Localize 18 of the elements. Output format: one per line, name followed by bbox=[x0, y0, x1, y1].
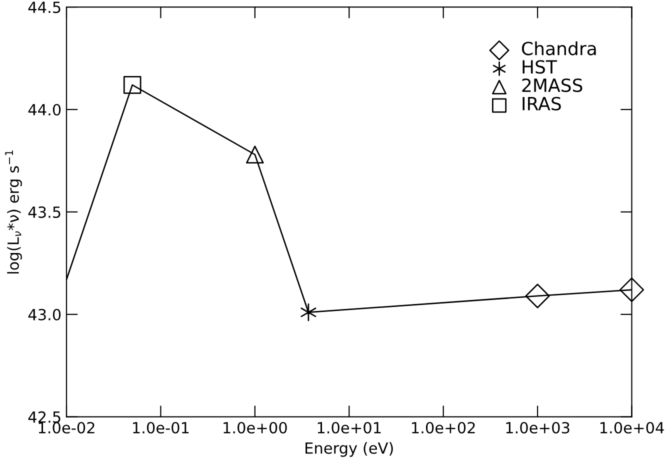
x-tick-label: 1.0e+02 bbox=[412, 422, 475, 434]
legend-label: HST bbox=[522, 60, 558, 74]
x-tick-label: 1.0e-01 bbox=[133, 422, 189, 434]
x-axis-title: Energy (eV) bbox=[306, 442, 393, 457]
y-tick-label: 42.5 bbox=[28, 411, 60, 423]
x-tick-label: 1.0e+04 bbox=[600, 422, 664, 434]
legend-label: IRAS bbox=[522, 96, 561, 110]
x-tick-label: 1.0e+00 bbox=[224, 422, 287, 434]
y-tick-label: 43.5 bbox=[28, 206, 60, 218]
legend-label: Chandra bbox=[522, 41, 596, 56]
legend-label: 2MASS bbox=[522, 78, 582, 92]
y-tick-label: 43.0 bbox=[28, 308, 61, 320]
y-tick-label: 44.0 bbox=[28, 104, 61, 116]
y-axis-title: log(L$_{ν}$*ν) erg s$^{−1}$ bbox=[5, 150, 22, 274]
x-tick-label: 1.0e-02 bbox=[38, 422, 94, 434]
x-tick-label: 1.0e+01 bbox=[318, 422, 381, 434]
x-tick-label: 1.0e+03 bbox=[506, 422, 570, 434]
y-tick-label: 44.5 bbox=[28, 2, 60, 14]
